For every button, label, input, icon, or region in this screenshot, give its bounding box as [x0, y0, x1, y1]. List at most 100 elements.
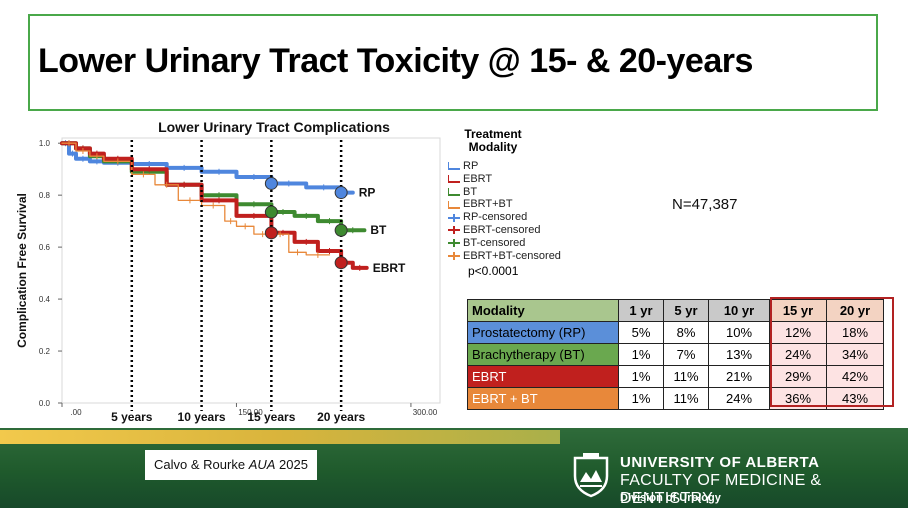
line-swatch-icon [448, 200, 460, 209]
row-modality: Prostatectomy (RP) [467, 321, 619, 344]
reference-line-label: 20 years [317, 410, 365, 424]
table-row: EBRT + BT 1% 11% 24% 36% 43% [467, 387, 884, 410]
cell: 24% [708, 387, 770, 410]
table-row: EBRT 1% 11% 21% 29% 42% [467, 365, 884, 388]
y-axis-label: Complication Free Survival [15, 193, 29, 348]
citation-year: 2025 [275, 457, 308, 472]
legend-label: BT-censored [463, 236, 526, 249]
footer-faculty: FACULTY OF MEDICINE & DENTISTRY [620, 472, 822, 507]
line-swatch-icon [448, 187, 460, 196]
censor-mark-icon [448, 251, 460, 260]
series-end-label: RP [359, 186, 376, 200]
x-tick-label: 300.00 [413, 408, 438, 417]
row-modality: EBRT + BT [467, 387, 619, 410]
university-shield-icon [573, 453, 609, 498]
footer-accent-strip [0, 430, 560, 444]
reference-line-label: 10 years [178, 410, 226, 424]
header-modality: Modality [467, 299, 619, 322]
censor-mark-icon [448, 239, 460, 248]
citation-journal: AUA [248, 457, 276, 472]
cell: 11% [663, 365, 709, 388]
cell: 5% [618, 321, 664, 344]
cell: 21% [708, 365, 770, 388]
reference-line-label: 15 years [247, 410, 295, 424]
milestone-marker [264, 226, 278, 240]
legend-item: EBRT [448, 173, 588, 186]
milestone-marker [334, 256, 348, 270]
legend-item: EBRT+BT-censored [448, 250, 588, 263]
sample-size: N=47,387 [672, 196, 738, 213]
cell: 29% [769, 365, 827, 388]
legend: Treatment Modality RP EBRT BT EBRT+BT RP-cen… [448, 128, 588, 278]
chart-title: Lower Urinary Tract Complications [158, 119, 390, 135]
header-5yr: 5 yr [663, 299, 709, 322]
legend-label: EBRT [463, 172, 493, 185]
slide-title: Lower Urinary Tract Toxicity @ 15- & 20-… [38, 42, 753, 80]
citation: Calvo & Rourke AUA 2025 [145, 450, 317, 480]
legend-label: RP [463, 160, 479, 172]
header-20yr: 20 yr [826, 299, 884, 322]
plot-area [61, 137, 441, 404]
y-tick-label: 0.0 [39, 399, 51, 408]
table-header-row: Modality 1 yr 5 yr 10 yr 15 yr 20 yr [467, 299, 884, 322]
cell: 42% [826, 365, 884, 388]
legend-item: BT-censored [448, 237, 588, 250]
table-row: Prostatectomy (RP) 5% 8% 10% 12% 18% [467, 321, 884, 344]
cell: 24% [769, 343, 827, 366]
legend-item: EBRT+BT [448, 198, 588, 211]
y-tick-label: 0.6 [39, 243, 51, 252]
cell: 11% [663, 387, 709, 410]
milestone-marker [334, 186, 348, 200]
series-end-label: EBRT [373, 261, 406, 275]
footer-division: Division of Urology [620, 492, 721, 504]
row-modality: Brachytherapy (BT) [467, 343, 619, 366]
legend-item: RP-censored [448, 211, 588, 224]
y-tick-label: 0.4 [39, 295, 51, 304]
cell: 1% [618, 365, 664, 388]
x-tick-label: .00 [70, 408, 82, 417]
row-modality: EBRT [467, 365, 619, 388]
legend-items: RP EBRT BT EBRT+BT RP-censored EBRT-censored B… [448, 160, 588, 262]
legend-label: EBRT-censored [463, 223, 541, 236]
cell: 43% [826, 387, 884, 410]
legend-title-line2: Modality [468, 140, 518, 154]
table-row: Brachytherapy (BT) 1% 7% 13% 24% 34% [467, 343, 884, 366]
legend-label: EBRT+BT [463, 198, 513, 211]
legend-label: BT [463, 185, 478, 198]
line-swatch-icon [448, 175, 460, 184]
legend-title: Treatment Modality [448, 128, 538, 154]
x-tick-label: 150.00 [238, 408, 263, 417]
cell: 34% [826, 343, 884, 366]
milestone-marker [334, 223, 348, 237]
cell: 13% [708, 343, 770, 366]
legend-label: EBRT+BT-censored [463, 249, 561, 262]
series-line-rp [60, 141, 355, 195]
citation-author: Calvo & Rourke [154, 457, 249, 472]
cell: 8% [663, 321, 709, 344]
cell: 1% [618, 387, 664, 410]
survival-chart: Lower Urinary Tract Complications 0.0 0.2 0… [15, 119, 441, 443]
milestone-marker [264, 176, 278, 190]
y-tick-label: 0.8 [39, 191, 51, 200]
header-15yr: 15 yr [769, 299, 827, 322]
cell: 18% [826, 321, 884, 344]
cell: 7% [663, 343, 709, 366]
censor-mark-icon [448, 226, 460, 235]
toxicity-table: Modality 1 yr 5 yr 10 yr 15 yr 20 yr Pro… [467, 299, 884, 410]
series-end-label: BT [370, 223, 387, 237]
header-10yr: 10 yr [708, 299, 770, 322]
line-swatch-icon [448, 162, 460, 171]
cell: 36% [769, 387, 827, 410]
p-value: p<0.0001 [468, 264, 519, 279]
cell: 12% [769, 321, 827, 344]
reference-line-label: 5 years [111, 410, 153, 424]
cell: 10% [708, 321, 770, 344]
y-tick-label: 1.0 [39, 139, 51, 148]
milestone-marker [264, 205, 278, 219]
legend-label: RP-censored [463, 211, 528, 224]
legend-item: EBRT-censored [448, 224, 588, 237]
legend-title-line1: Treatment [464, 127, 522, 141]
legend-item: BT [448, 186, 588, 199]
title-box: Lower Urinary Tract Toxicity @ 15- & 20-… [28, 14, 878, 111]
censor-mark-icon [448, 213, 460, 222]
